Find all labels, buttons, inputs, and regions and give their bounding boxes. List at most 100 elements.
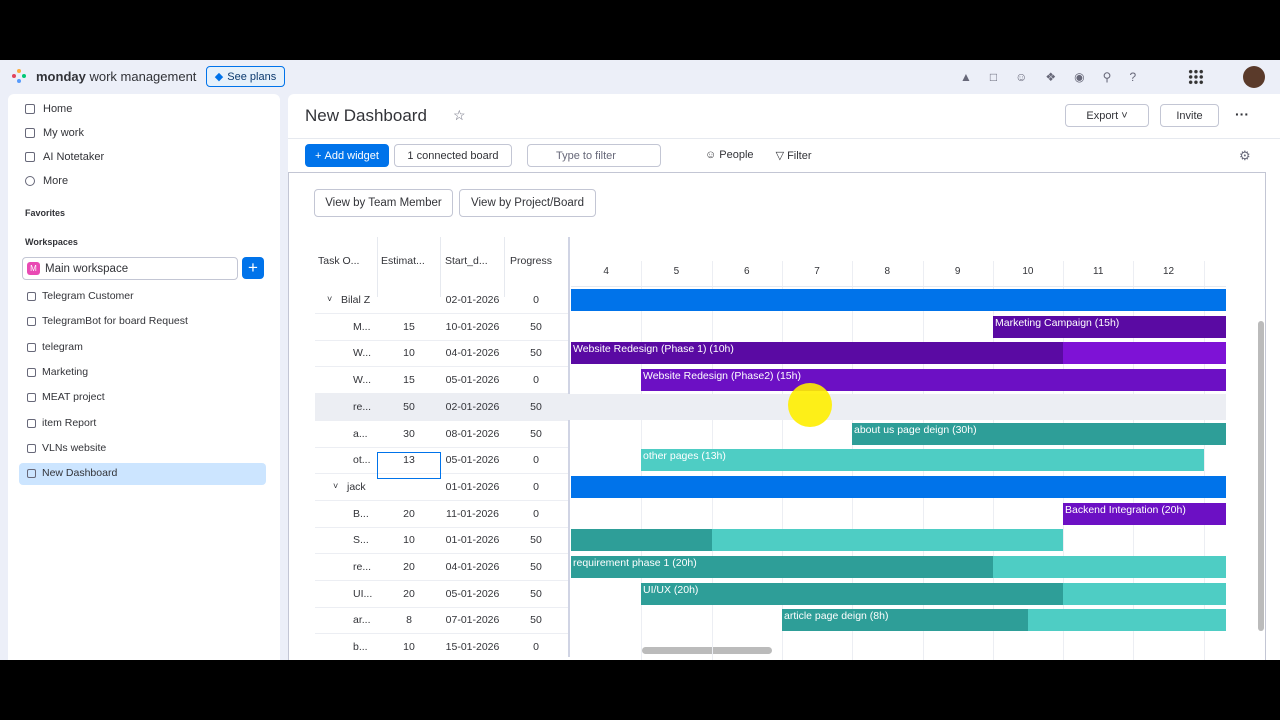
row-line xyxy=(315,499,568,501)
icon-help[interactable]: ? xyxy=(1129,70,1137,84)
gantt-bar[interactable]: about us page deign (30h) xyxy=(852,422,1226,445)
workspace-select[interactable]: M Main workspace xyxy=(22,257,238,280)
people-button[interactable]: ☺ People xyxy=(705,149,754,161)
icon-bell[interactable]: ▲ xyxy=(960,70,972,84)
task-cell: B... xyxy=(353,507,369,520)
bar-label: Marketing Campaign (15h) xyxy=(995,316,1120,329)
connected-boards[interactable]: 1 connected board xyxy=(394,144,512,167)
board-name[interactable]: VLNs website xyxy=(42,441,107,454)
gantt-bar[interactable]: UI/UX (20h) xyxy=(641,582,1226,605)
see-plans-label: See plans xyxy=(227,70,277,83)
gantt-bar[interactable] xyxy=(571,289,1226,311)
task-cell: b... xyxy=(353,641,368,654)
bar-label: Website Redesign (Phase2) (15h) xyxy=(643,370,801,383)
scrollbar[interactable] xyxy=(1257,181,1265,651)
column-header: Progress xyxy=(510,255,553,267)
start-cell: 01-01-2026 xyxy=(445,480,500,493)
view-project[interactable]: View by Project/Board xyxy=(459,189,596,217)
column-divider xyxy=(440,237,441,297)
icon-search[interactable]: ⚲ xyxy=(1102,70,1112,84)
progress-cell: 50 xyxy=(530,587,542,600)
day-label: 7 xyxy=(814,266,820,277)
row-line xyxy=(315,366,568,368)
export-label: Export xyxy=(1086,109,1119,122)
settings[interactable]: ⚙ xyxy=(1239,148,1251,163)
icon-invite[interactable]: ☺ xyxy=(1015,70,1028,84)
nav-ai[interactable]: AI Notetaker xyxy=(25,151,104,163)
favorites[interactable]: Favorites xyxy=(25,208,66,218)
progress-cell: 50 xyxy=(530,614,542,627)
h-scroll-thumb[interactable] xyxy=(642,647,772,654)
board-icon xyxy=(27,418,36,428)
gantt-bar[interactable]: Backend Integration (20h) xyxy=(1063,502,1226,525)
nav-my-work[interactable]: My work xyxy=(25,127,84,139)
board-name[interactable]: Marketing xyxy=(42,365,89,378)
row-line xyxy=(315,313,568,314)
avatar[interactable] xyxy=(1243,66,1265,88)
row-line xyxy=(315,446,568,448)
task-cell: a... xyxy=(353,427,368,440)
board-icon xyxy=(27,393,36,403)
nav-home[interactable]: Home xyxy=(25,103,72,115)
task-cell: M... xyxy=(353,320,371,333)
add-widget[interactable]: + Add widget xyxy=(305,144,389,167)
row-line xyxy=(315,580,568,581)
gantt-bar[interactable] xyxy=(571,529,1063,552)
board-name[interactable]: item Report xyxy=(42,416,97,429)
workspace-icon: M xyxy=(27,262,40,275)
progress-cell: 50 xyxy=(530,400,542,413)
board-name[interactable]: telegram xyxy=(42,340,83,353)
start-cell: 10-01-2026 xyxy=(445,320,500,333)
add-item[interactable]: + xyxy=(242,257,264,279)
filter-button[interactable]: ▽ Filter xyxy=(775,150,812,162)
timeline-header-line xyxy=(571,286,1226,287)
view-label: View by Project/Board xyxy=(471,197,584,209)
export-button[interactable]: Export ˅ xyxy=(1065,104,1149,127)
view-team-member[interactable]: View by Team Member xyxy=(314,189,453,217)
icon-grid[interactable] xyxy=(1188,69,1204,85)
row-line xyxy=(315,393,568,395)
add-widget-label: Add widget xyxy=(324,149,379,162)
see-plans[interactable]: ◆ See plans xyxy=(206,66,285,87)
gantt-bar[interactable]: other pages (13h) xyxy=(641,449,1204,472)
invite-button[interactable]: Invite xyxy=(1160,104,1219,127)
start-cell: 11-01-2026 xyxy=(446,507,499,520)
board-icon xyxy=(27,292,36,301)
bar-label: article page deign (8h) xyxy=(784,610,889,623)
scroll-thumb[interactable] xyxy=(1258,321,1264,631)
more-menu[interactable]: ··· xyxy=(1235,106,1249,122)
icon-ai[interactable]: ◉ xyxy=(1074,70,1085,84)
board-name[interactable]: TelegramBot for board Request xyxy=(42,315,188,328)
icon-inbox[interactable]: □ xyxy=(989,70,998,84)
row-line xyxy=(315,633,568,635)
nav-label: My work xyxy=(43,127,84,139)
task-cell: W... xyxy=(353,374,372,387)
gantt-bar[interactable]: Marketing Campaign (15h) xyxy=(993,315,1226,338)
task-cell: S... xyxy=(353,534,369,547)
estimate-cell: 10 xyxy=(403,347,415,360)
day-label: 10 xyxy=(1022,266,1034,277)
progress-cell: 50 xyxy=(530,347,542,360)
progress-cell: 50 xyxy=(530,534,542,547)
icon xyxy=(25,104,35,114)
day-gridline xyxy=(1203,261,1205,660)
gantt-bar[interactable]: Website Redesign (Phase2) (15h) xyxy=(641,369,1226,392)
bar-label: Website Redesign (Phase 1) (10h) xyxy=(573,343,734,356)
gantt-bar[interactable]: Website Redesign (Phase 1) (10h) xyxy=(571,342,1226,365)
gantt-bar[interactable]: article page deign (8h) xyxy=(782,609,1226,632)
board-name[interactable]: MEAT project xyxy=(42,391,105,404)
column-header: Start_d... xyxy=(445,255,488,267)
progress-cell: 0 xyxy=(533,641,539,654)
icon-apps[interactable]: ❖ xyxy=(1045,70,1057,84)
connected-label: 1 connected board xyxy=(407,149,499,162)
board-name[interactable]: Telegram Customer xyxy=(42,290,134,302)
start-cell: 01-01-2026 xyxy=(445,534,500,547)
start-cell: 05-01-2026 xyxy=(445,454,500,467)
board-name[interactable]: New Dashboard xyxy=(42,467,118,480)
favorite-star[interactable]: ☆ xyxy=(453,107,466,123)
gantt-bar[interactable] xyxy=(571,475,1226,498)
filter-input[interactable]: Type to filter xyxy=(527,144,661,167)
gantt-bar[interactable]: requirement phase 1 (20h) xyxy=(571,556,1226,578)
nav-more[interactable]: More xyxy=(25,175,68,187)
